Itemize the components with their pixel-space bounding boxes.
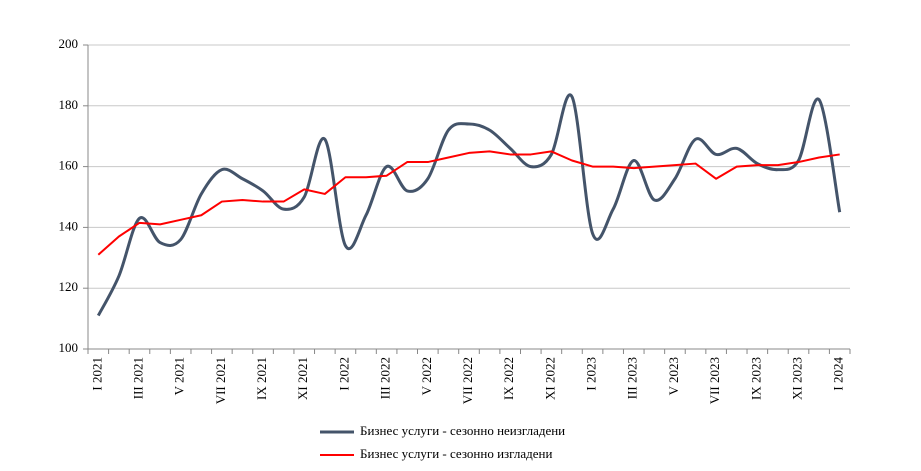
x-tick-label: VII 2022 — [460, 357, 475, 404]
x-tick-label: V 2021 — [172, 357, 187, 395]
x-tick-label: I 2024 — [831, 357, 846, 391]
y-tick-label: 180 — [59, 97, 79, 112]
legend-label: Бизнес услуги - сезонно изгладени — [360, 446, 552, 461]
y-tick-label: 200 — [59, 36, 79, 51]
x-tick-label: IX 2022 — [501, 357, 516, 400]
x-tick-label: IX 2023 — [748, 357, 763, 400]
x-tick-label: I 2021 — [89, 357, 104, 391]
y-tick-label: 100 — [59, 340, 79, 355]
x-tick-label: V 2022 — [419, 357, 434, 395]
y-tick-label: 120 — [59, 279, 79, 294]
x-tick-label: XI 2023 — [789, 357, 804, 400]
x-tick-label: I 2022 — [336, 357, 351, 391]
legend-label: Бизнес услуги - сезонно неизгладени — [360, 423, 565, 438]
x-tick-label: XI 2021 — [295, 357, 310, 400]
x-tick-label: V 2023 — [666, 357, 681, 395]
x-tick-label: I 2023 — [584, 357, 599, 391]
y-tick-label: 140 — [59, 218, 79, 233]
x-tick-label: III 2021 — [130, 357, 145, 399]
series-line — [96, 93, 842, 317]
x-tick-label: VII 2021 — [213, 357, 228, 404]
series-line — [97, 150, 840, 256]
x-tick-label: III 2022 — [378, 357, 393, 399]
x-tick-label: VII 2023 — [707, 357, 722, 404]
x-tick-label: XI 2022 — [542, 357, 557, 400]
x-tick-label: IX 2021 — [254, 357, 269, 400]
y-tick-label: 160 — [59, 158, 79, 173]
x-tick-label: III 2023 — [625, 357, 640, 399]
